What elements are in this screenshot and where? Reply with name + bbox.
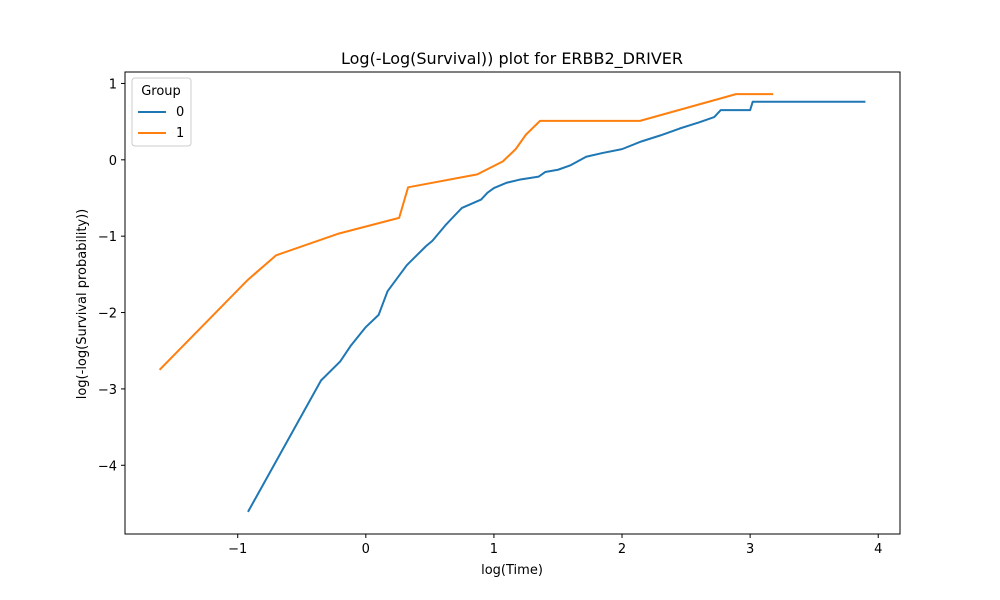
y-axis: −4 −3 −2 −1 0 1	[98, 77, 125, 474]
x-tick-label: 0	[362, 542, 370, 557]
x-tick-label: 2	[618, 542, 626, 557]
y-tick-label: 1	[109, 77, 117, 92]
y-tick-label: −4	[98, 459, 117, 474]
series-line-group-0	[247, 100, 866, 513]
y-axis-label: log(-log(Survival probability))	[75, 209, 90, 400]
x-axis-label: log(Time)	[481, 563, 543, 578]
x-tick-label: 4	[874, 542, 882, 557]
y-tick-label: −1	[98, 230, 117, 245]
y-tick-label: 0	[109, 154, 117, 169]
y-tick-label: −3	[98, 383, 117, 398]
x-axis: −1 0 1 2 3 4	[228, 534, 882, 557]
chart-title: Log(-Log(Survival)) plot for ERBB2_DRIVE…	[341, 49, 683, 69]
legend-label-group-1: 1	[176, 126, 184, 141]
x-tick-label: 3	[746, 542, 754, 557]
legend-title: Group	[141, 84, 181, 99]
x-tick-label: −1	[228, 542, 247, 557]
x-tick-label: 1	[490, 542, 498, 557]
legend: Group 0 1	[131, 77, 192, 147]
series-line-group-1	[158, 93, 774, 371]
plot-area	[158, 93, 866, 513]
y-tick-label: −2	[98, 307, 117, 322]
plot-frame	[124, 71, 901, 535]
legend-label-group-0: 0	[176, 105, 184, 120]
